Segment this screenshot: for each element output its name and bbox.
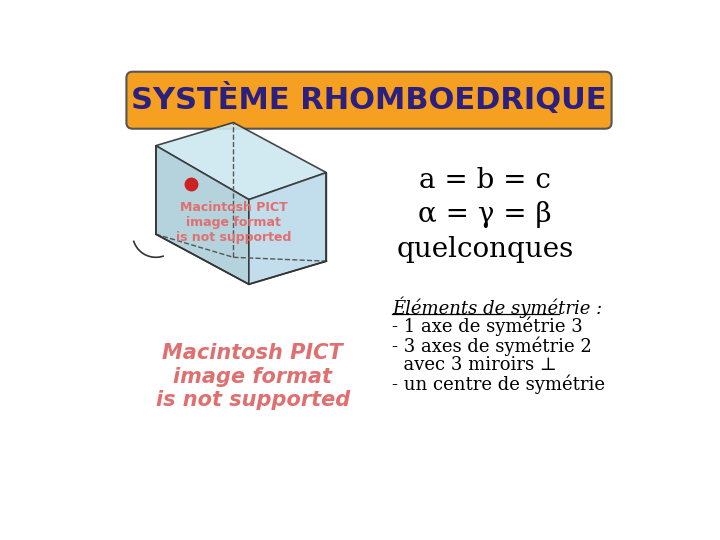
Text: quelconques: quelconques	[397, 236, 574, 263]
Text: Macintosh PICT
image format
is not supported: Macintosh PICT image format is not suppo…	[176, 201, 291, 244]
Text: Éléments de symétrie :: Éléments de symétrie :	[392, 296, 603, 318]
Polygon shape	[156, 146, 249, 284]
Text: - 3 axes de symétrie 2: - 3 axes de symétrie 2	[392, 336, 592, 356]
Text: avec 3 miroirs ⊥: avec 3 miroirs ⊥	[392, 356, 557, 374]
Text: Macintosh PICT
image format
is not supported: Macintosh PICT image format is not suppo…	[156, 343, 350, 410]
Polygon shape	[249, 173, 326, 284]
Text: - un centre de symétrie: - un centre de symétrie	[392, 375, 606, 394]
Text: α = γ = β: α = γ = β	[418, 201, 552, 228]
Polygon shape	[156, 123, 326, 200]
Text: a = b = c: a = b = c	[419, 167, 552, 194]
Text: - 1 axe de symétrie 3: - 1 axe de symétrie 3	[392, 317, 583, 336]
Text: SYSTÈME RHOMBOEDRIQUE: SYSTÈME RHOMBOEDRIQUE	[131, 84, 607, 116]
FancyBboxPatch shape	[127, 72, 611, 129]
